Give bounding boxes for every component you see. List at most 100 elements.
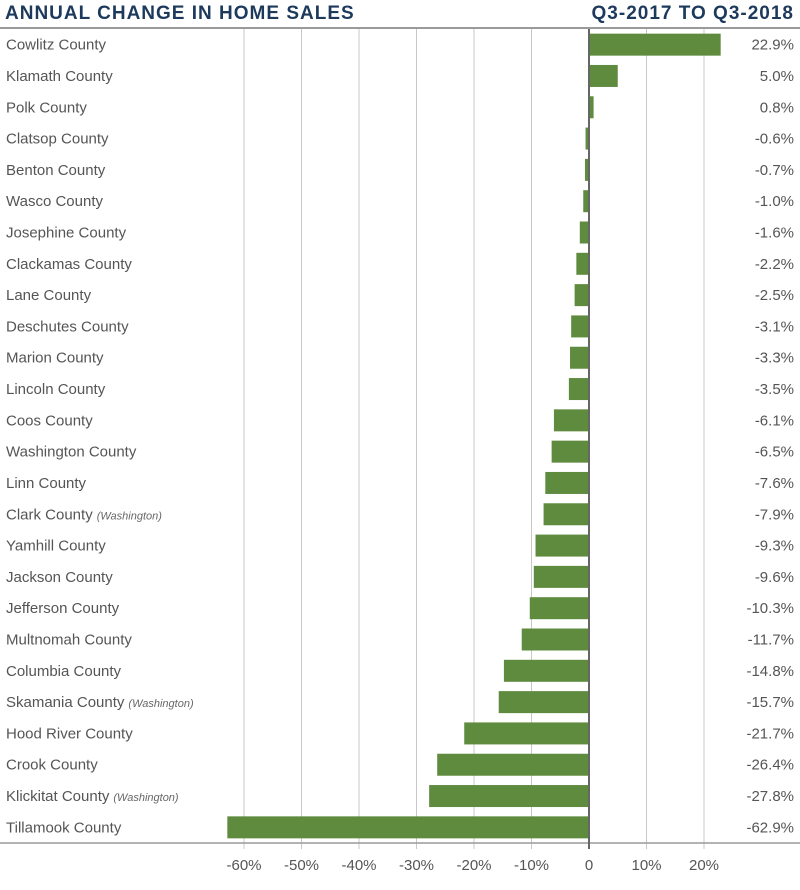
value-label: -0.7% [755, 162, 794, 179]
bar [589, 64, 618, 87]
x-axis: -60% -50% -40% -30% -20% -10% 0 10% 20% [0, 29, 800, 874]
bar [535, 534, 589, 557]
x-tick-label: -30% [399, 857, 434, 874]
category-name: Yamhill County [6, 538, 106, 555]
category-label: Skamania County (Washington) [6, 694, 194, 711]
x-tick-label: -20% [456, 857, 491, 874]
value-label: -14.8% [746, 663, 794, 680]
value-label: -0.6% [755, 131, 794, 148]
category-note: (Washington) [128, 698, 194, 710]
x-tick-label: -40% [341, 857, 376, 874]
bar [553, 409, 589, 432]
value-label: -11.7% [748, 632, 794, 649]
bar [437, 753, 589, 776]
category-name: Deschutes County [6, 318, 129, 335]
value-label: -6.5% [755, 444, 794, 461]
value-label: 0.8% [760, 99, 794, 116]
category-name: Jackson County [6, 569, 113, 586]
category-name: Lane County [6, 287, 92, 304]
category-label: Klamath County [6, 68, 113, 85]
category-label: Yamhill County [6, 538, 106, 555]
category-name: Hood River County [6, 725, 133, 742]
bar [589, 33, 721, 56]
category-name: Lincoln County [6, 381, 106, 398]
category-name: Josephine County [6, 225, 127, 242]
category-label: Jackson County [6, 569, 113, 586]
bar [545, 471, 589, 494]
category-label: Wasco County [6, 193, 103, 210]
category-note: (Washington) [97, 510, 163, 522]
category-name: Klickitat County [6, 788, 110, 805]
category-name: Cowlitz County [6, 37, 107, 54]
bar [503, 659, 589, 682]
category-label: Clackamas County [6, 256, 132, 273]
category-label: Clatsop County [6, 131, 109, 148]
x-tick-label: -60% [226, 857, 261, 874]
category-name: Polk County [6, 99, 87, 116]
category-label: Crook County [6, 757, 98, 774]
bar [583, 190, 589, 213]
category-label: Lincoln County [6, 381, 106, 398]
value-label: -9.6% [755, 569, 794, 586]
value-label: -2.2% [755, 256, 794, 273]
category-label: Hood River County [6, 725, 133, 742]
category-label: Multnomah County [6, 632, 132, 649]
bar [529, 597, 589, 620]
value-label: -9.3% [755, 538, 794, 555]
bars [227, 33, 721, 839]
value-label: -1.0% [755, 193, 794, 210]
bar [498, 691, 589, 714]
category-name: Jefferson County [6, 600, 120, 617]
category-name: Clatsop County [6, 131, 109, 148]
category-labels: Cowlitz County Klamath County Polk County C… [6, 37, 194, 837]
category-label: Linn County [6, 475, 87, 492]
x-tick-label: 20% [689, 857, 719, 874]
category-name: Crook County [6, 757, 98, 774]
chart-title: ANNUAL CHANGE IN HOME SALES [5, 3, 355, 24]
bar [571, 315, 589, 338]
category-label: Jefferson County [6, 600, 120, 617]
category-name: Columbia County [6, 663, 122, 680]
category-name: Coos County [6, 412, 93, 429]
category-name: Clackamas County [6, 256, 132, 273]
bar [464, 722, 589, 745]
bar [576, 252, 589, 275]
category-name: Klamath County [6, 68, 113, 85]
category-name: Clark County [6, 506, 93, 523]
category-name: Marion County [6, 350, 104, 367]
category-label: Columbia County [6, 663, 122, 680]
category-name: Linn County [6, 475, 87, 492]
value-label: -7.9% [755, 506, 794, 523]
bar [579, 221, 589, 244]
bar [570, 346, 589, 369]
value-label: -26.4% [746, 757, 794, 774]
category-label: Deschutes County [6, 318, 129, 335]
value-label: -3.5% [755, 381, 794, 398]
x-tick-label: -50% [284, 857, 319, 874]
category-name: Wasco County [6, 193, 103, 210]
value-label: -10.3% [746, 600, 794, 617]
category-label: Benton County [6, 162, 106, 179]
bar [543, 503, 589, 526]
bar [521, 628, 589, 651]
category-label: Tillamook County [6, 819, 122, 836]
bar [227, 816, 589, 839]
category-name: Benton County [6, 162, 106, 179]
category-label: Clark County (Washington) [6, 506, 162, 523]
category-label: Cowlitz County [6, 37, 107, 54]
category-name: Multnomah County [6, 632, 132, 649]
bar [585, 127, 589, 150]
category-label: Washington County [6, 444, 137, 461]
category-note: (Washington) [113, 792, 179, 804]
bar [533, 565, 589, 588]
value-label: -6.1% [755, 412, 794, 429]
category-label: Lane County [6, 287, 92, 304]
category-name: Tillamook County [6, 819, 122, 836]
bar [589, 96, 594, 119]
value-label: -15.7% [746, 694, 794, 711]
category-label: Coos County [6, 412, 93, 429]
bar [568, 378, 589, 401]
value-label: -2.5% [755, 287, 794, 304]
x-tick-label: 10% [631, 857, 661, 874]
